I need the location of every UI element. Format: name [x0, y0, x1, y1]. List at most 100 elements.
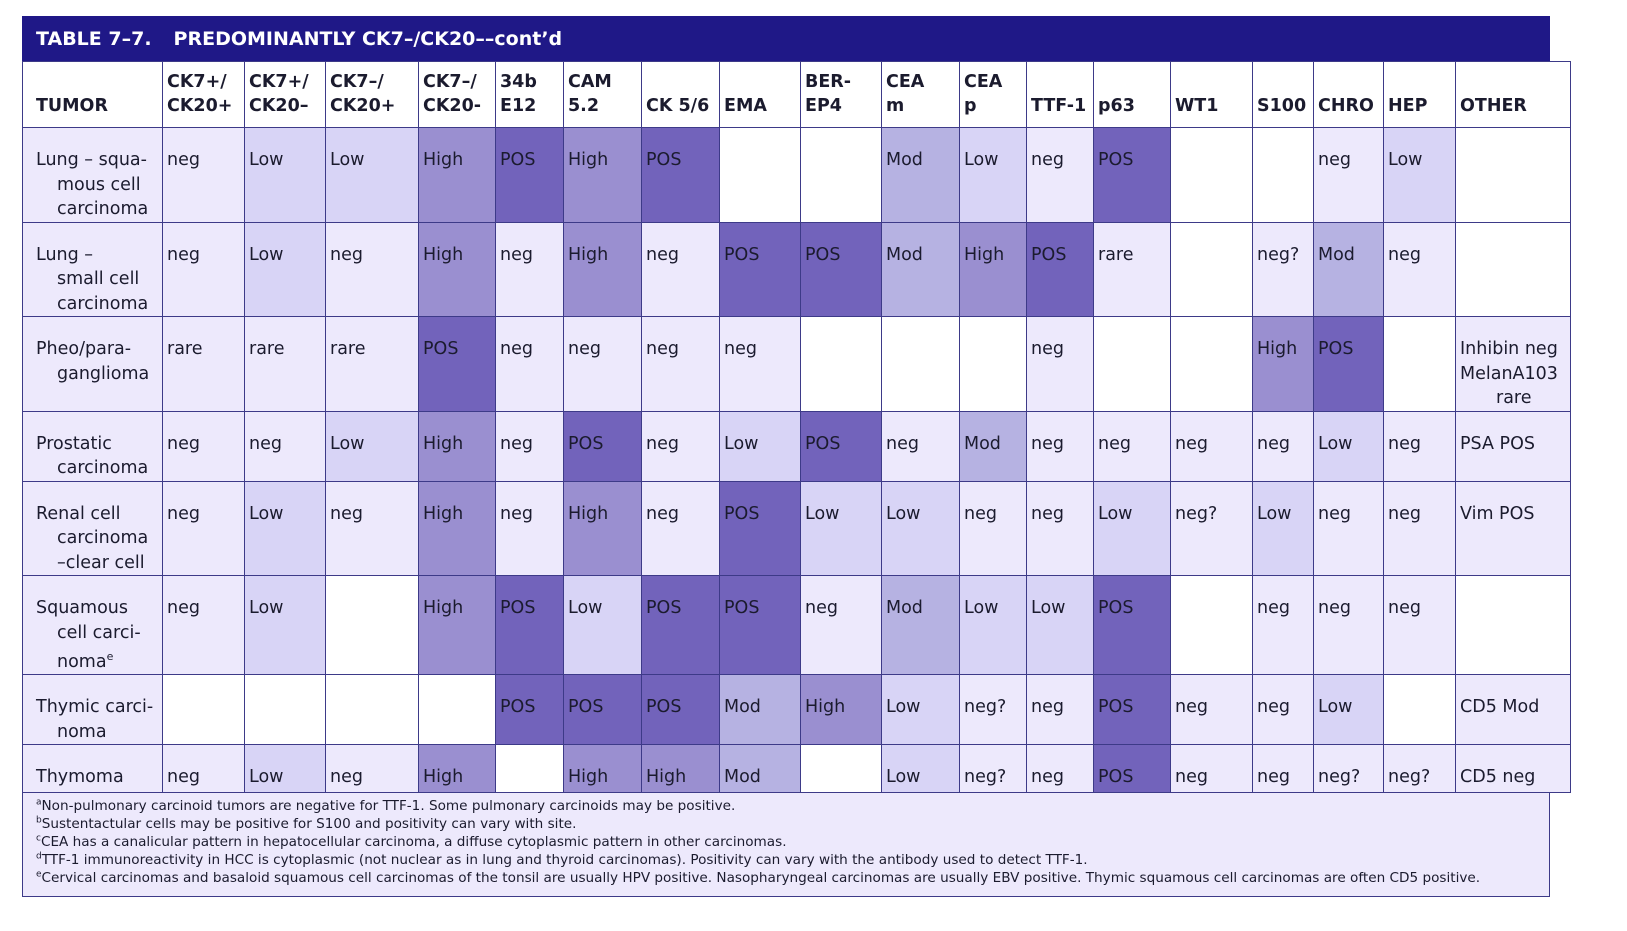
- column-header: BER- EP4: [800, 61, 882, 128]
- other-line: CD5 Mod: [1460, 697, 1540, 718]
- marker-cell: neg?: [1313, 744, 1384, 794]
- marker-cell: High: [418, 127, 496, 223]
- marker-cell: [800, 127, 882, 223]
- marker-cell: neg?: [1383, 744, 1456, 794]
- column-header-line: WT1: [1175, 96, 1219, 116]
- marker-cell: High: [563, 221, 642, 317]
- footnote: dTTF-1 immunoreactivity in HCC is cytopl…: [36, 851, 1549, 869]
- marker-cell: neg: [1313, 574, 1384, 676]
- marker-cell: Low: [244, 480, 326, 576]
- marker-cell: neg: [495, 316, 564, 412]
- tumor-name-text: carcinoma: [57, 528, 149, 548]
- tumor-name-line: Renal cell: [36, 502, 159, 527]
- marker-cell: neg: [1170, 410, 1253, 482]
- column-header-line: CK20-: [423, 96, 482, 116]
- other-line: Vim POS: [1460, 503, 1535, 524]
- tumor-name-cell: Renal cell carcinoma –clear cell: [22, 480, 163, 576]
- marker-cell: POS: [1093, 127, 1171, 223]
- marker-cell: [325, 574, 419, 676]
- marker-cell: neg: [162, 410, 245, 482]
- tumor-name-text: –clear cell: [57, 552, 145, 573]
- marker-cell: Mod: [881, 127, 960, 223]
- column-header-line: p: [964, 96, 977, 116]
- marker-cell: POS: [563, 674, 642, 746]
- marker-cell: Low: [881, 480, 960, 576]
- marker-cell: Low: [325, 410, 419, 482]
- marker-cell: POS: [641, 127, 720, 223]
- marker-cell: neg: [641, 480, 720, 576]
- column-header-line: CAM: [568, 72, 612, 92]
- tumor-name-cell: Thymoma: [22, 744, 163, 794]
- marker-cell: Low: [1252, 480, 1314, 576]
- other-cell: [1455, 574, 1571, 676]
- marker-cell: POS: [800, 221, 882, 317]
- tumor-name-line: cell carci-: [36, 621, 159, 646]
- footnote-mark: a: [36, 797, 42, 808]
- column-header: 34b E12: [495, 61, 564, 128]
- marker-cell: neg: [1170, 674, 1253, 746]
- marker-cell: Mod: [881, 221, 960, 317]
- column-header-line: CEA: [886, 72, 925, 92]
- header-row: TUMOR CK7+/CK20+ CK7+/CK20– CK7–/CK20+ CK7–/…: [22, 61, 1571, 128]
- marker-cell: [244, 674, 326, 746]
- column-header: CHRO: [1313, 61, 1384, 128]
- tumor-name-text: mous cell: [57, 174, 141, 195]
- marker-cell: neg: [1383, 480, 1456, 576]
- column-header: CK7–/ CK20+: [325, 61, 419, 128]
- table-row: Renal cell carcinoma –clear cell neg Low neg H…: [22, 480, 1571, 576]
- tumor-name-text: small cell: [57, 269, 140, 289]
- other-cell: PSA POS: [1455, 410, 1571, 482]
- tumor-name-text: Squamous: [36, 598, 128, 618]
- marker-cell: Low: [719, 410, 801, 482]
- column-header: S100: [1252, 61, 1314, 128]
- footnote-text: Cervical carcinomas and basaloid squamou…: [41, 870, 1481, 887]
- marker-cell: neg: [1170, 744, 1253, 794]
- footnote-mark: c: [36, 833, 41, 844]
- marker-cell: [1383, 674, 1456, 746]
- marker-cell: POS: [495, 674, 564, 746]
- column-header: CK7+/ CK20+: [162, 61, 245, 128]
- marker-cell: neg: [162, 127, 245, 223]
- column-header-line: m: [886, 96, 905, 116]
- marker-cell: neg: [1252, 410, 1314, 482]
- marker-cell: neg: [1252, 674, 1314, 746]
- marker-cell: POS: [495, 127, 564, 223]
- marker-cell: neg: [1026, 480, 1094, 576]
- marker-cell: neg?: [959, 744, 1027, 794]
- table-row: Prostatic carcinoma neg neg Low High neg POS neg…: [22, 410, 1571, 482]
- tumor-name-text: Thymic carci-: [36, 697, 154, 718]
- tumor-name-text: ganglioma: [57, 363, 150, 384]
- marker-cell: [959, 316, 1027, 412]
- column-header-line: CK7+/: [167, 72, 227, 92]
- tumor-name-line: carcinoma: [36, 197, 159, 221]
- other-line: MelanA103: [1460, 363, 1558, 384]
- tumor-name-text: carcinoma: [57, 199, 149, 219]
- marker-cell: neg: [1026, 127, 1094, 223]
- marker-cell: Low: [1026, 574, 1094, 676]
- footnote-mark: b: [36, 815, 42, 826]
- table-row: Squamous cell carci-nomae neg Low High POS Low…: [22, 574, 1571, 676]
- marker-cell: neg: [641, 410, 720, 482]
- table-row: Thymic carci-noma POS POS POS Mod High Low neg?…: [22, 674, 1571, 746]
- table-number: TABLE 7–7.: [36, 28, 152, 50]
- column-header: CEA p: [959, 61, 1027, 128]
- marker-cell: neg: [1026, 744, 1094, 794]
- other-cell: Vim POS: [1455, 480, 1571, 576]
- marker-cell: Low: [244, 221, 326, 317]
- tumor-name-text: Pheo/para-: [36, 339, 132, 359]
- marker-cell: neg: [162, 221, 245, 317]
- tumor-name-line: Lung –: [36, 243, 159, 268]
- tumor-name-line: Squamous: [36, 596, 159, 621]
- column-header: CK 5/6: [641, 61, 720, 128]
- tumor-name-text: Lung – squa-: [36, 150, 147, 170]
- column-header: OTHER: [1455, 61, 1571, 128]
- footnote-text: CEA has a canalicular pattern in hepatoc…: [40, 834, 787, 851]
- marker-cell: POS: [1093, 574, 1171, 676]
- tumor-name-text: Thymoma: [36, 767, 124, 788]
- marker-cell: High: [800, 674, 882, 746]
- marker-cell: [881, 316, 960, 412]
- column-header-line: TTF-1: [1031, 96, 1087, 116]
- marker-cell: rare: [244, 316, 326, 412]
- marker-cell: Low: [959, 574, 1027, 676]
- marker-cell: neg: [881, 410, 960, 482]
